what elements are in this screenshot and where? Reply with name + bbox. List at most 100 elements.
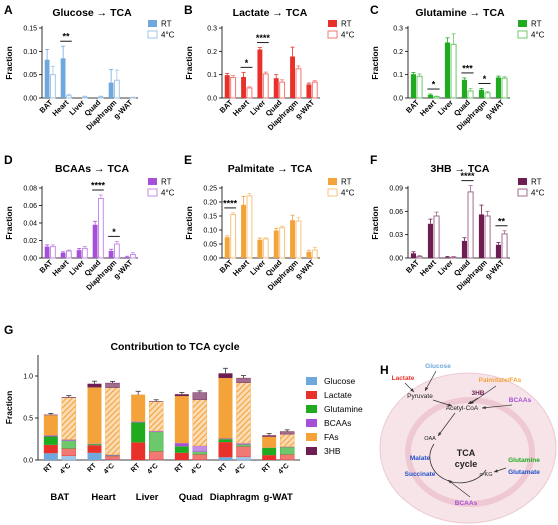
legend-label-cold: 4°C: [341, 31, 355, 40]
y-tick-label: 0.02: [23, 238, 37, 245]
label-tca: TCA: [457, 448, 476, 458]
legend-label-rt: RT: [161, 178, 172, 187]
bar-cold: [230, 214, 237, 259]
stack-segment-rt: [43, 444, 58, 454]
panel-h: H Glucose Lactate Palmitate/FAs Pyruvate 3HB B…: [379, 363, 557, 524]
pathway-arrow: [469, 385, 497, 405]
arrow-head: [468, 400, 472, 404]
y-axis-label: Fraction: [4, 391, 14, 425]
stack-segment-cold: [192, 453, 208, 461]
x-tick-label: Heart: [418, 258, 438, 278]
stack-segment-cold: [236, 382, 251, 444]
bar-rt: [124, 257, 130, 258]
bar-rt: [444, 42, 450, 98]
bar-rt: [108, 82, 114, 98]
x-tick-label: g-WAT: [483, 98, 506, 121]
bar-rt: [257, 49, 263, 98]
bar-label: 4°C: [233, 462, 247, 476]
stack-segment-rt: [262, 455, 277, 460]
stack-segment-rt: [131, 421, 146, 423]
legend-label-rt: RT: [531, 178, 542, 187]
bar-cold: [484, 92, 491, 99]
bar-rt: [461, 79, 467, 98]
legend-label: Glutamine: [324, 404, 363, 414]
bar-cold: [66, 95, 72, 99]
label-pyruvate: Pyruvate: [407, 393, 433, 400]
stack-segment-cold: [148, 401, 164, 432]
bar-rt: [495, 77, 501, 98]
stack-segment-cold: [279, 446, 295, 455]
label-glutamine: Glutamine: [508, 457, 540, 464]
bar-rt: [290, 220, 295, 258]
y-tick-label: 0.1: [393, 72, 403, 79]
y-axis-label: Fraction: [370, 206, 380, 240]
significance-label: *: [483, 74, 487, 84]
arrow-head: [425, 387, 429, 391]
panel-c: C Glutamine → TCA0.00.10.20.3FractionBATH…: [370, 3, 545, 132]
legend-swatch: [306, 419, 317, 427]
y-tick-label: 0.5: [23, 416, 33, 423]
significance-label: ****: [223, 198, 238, 208]
legend-swatch: [306, 391, 317, 399]
label-cycle: cycle: [455, 459, 478, 469]
stack-segment-rt: [174, 396, 189, 444]
stack-segment-cold: [105, 382, 120, 388]
stack-segment-rt: [174, 394, 189, 397]
bar-rt: [306, 84, 312, 98]
x-tick-label: Liver: [67, 98, 86, 117]
x-tick-label: g-WAT: [293, 98, 316, 121]
stack-segment-cold: [105, 387, 120, 455]
stack-segment-rt: [87, 383, 102, 388]
legend-label-cold: 4°C: [161, 189, 175, 198]
x-tick-label: Liver: [67, 258, 86, 277]
stack-segment-cold: [192, 392, 208, 400]
stack-segment-rt: [174, 443, 189, 447]
bar-cold: [114, 243, 120, 259]
bar-cold: [279, 81, 286, 99]
stack-segment-rt: [131, 422, 146, 443]
y-tick-label: 0.25: [203, 186, 217, 193]
y-tick-label: 0.03: [389, 232, 403, 239]
arrow-head: [494, 469, 498, 473]
stack-segment-rt: [131, 442, 146, 460]
x-tick-label: Heart: [50, 98, 70, 118]
bar-label: RT: [261, 462, 273, 474]
x-tick-label: Heart: [50, 258, 70, 278]
panel-title: Palmitate → TCA: [228, 163, 313, 175]
legend-label-rt: RT: [531, 20, 542, 29]
legend-label-cold: 4°C: [341, 189, 355, 198]
panel-letter: H: [380, 363, 389, 377]
bar-rt: [461, 240, 467, 258]
arrow-head: [448, 403, 452, 407]
stack-segment-cold: [192, 451, 208, 455]
panel-title: BCAAs → TCA: [55, 163, 130, 175]
bar-rt: [410, 74, 416, 98]
panel-title: 3HB → TCA: [431, 163, 490, 175]
legend-swatch: [306, 405, 317, 413]
legend-label-rt: RT: [161, 20, 172, 29]
bar-cold: [433, 96, 440, 99]
x-tick-label: Diaphragm: [210, 492, 260, 503]
y-axis-label: Fraction: [4, 46, 14, 80]
bar-cold: [433, 215, 440, 259]
legend-swatch: [306, 433, 317, 441]
panel-title: Lactate → TCA: [233, 7, 308, 19]
significance-label: *: [112, 227, 116, 237]
panel-b: B Lactate → TCA0.00.10.20.3FractionBATHea…: [184, 3, 355, 132]
legend-label-cold: 4°C: [531, 31, 545, 40]
bar-rt: [44, 59, 50, 98]
legend-swatch-cold: [147, 30, 158, 39]
bar-rt: [44, 246, 50, 258]
significance-label: **: [498, 216, 506, 226]
bar-label: RT: [217, 462, 229, 474]
legend-label: 3HB: [324, 446, 341, 456]
bar-cold: [50, 74, 56, 99]
x-tick-label: BAT: [50, 492, 69, 503]
y-axis-label: Fraction: [184, 206, 194, 240]
label-bcaas-bottom: BCAAs: [455, 500, 478, 507]
label-malate: Malate: [410, 455, 431, 462]
y-tick-label: 0.00: [203, 256, 217, 263]
legend-swatch-cold: [147, 188, 158, 197]
bar-cold: [50, 246, 56, 259]
stack-segment-rt: [218, 457, 233, 460]
